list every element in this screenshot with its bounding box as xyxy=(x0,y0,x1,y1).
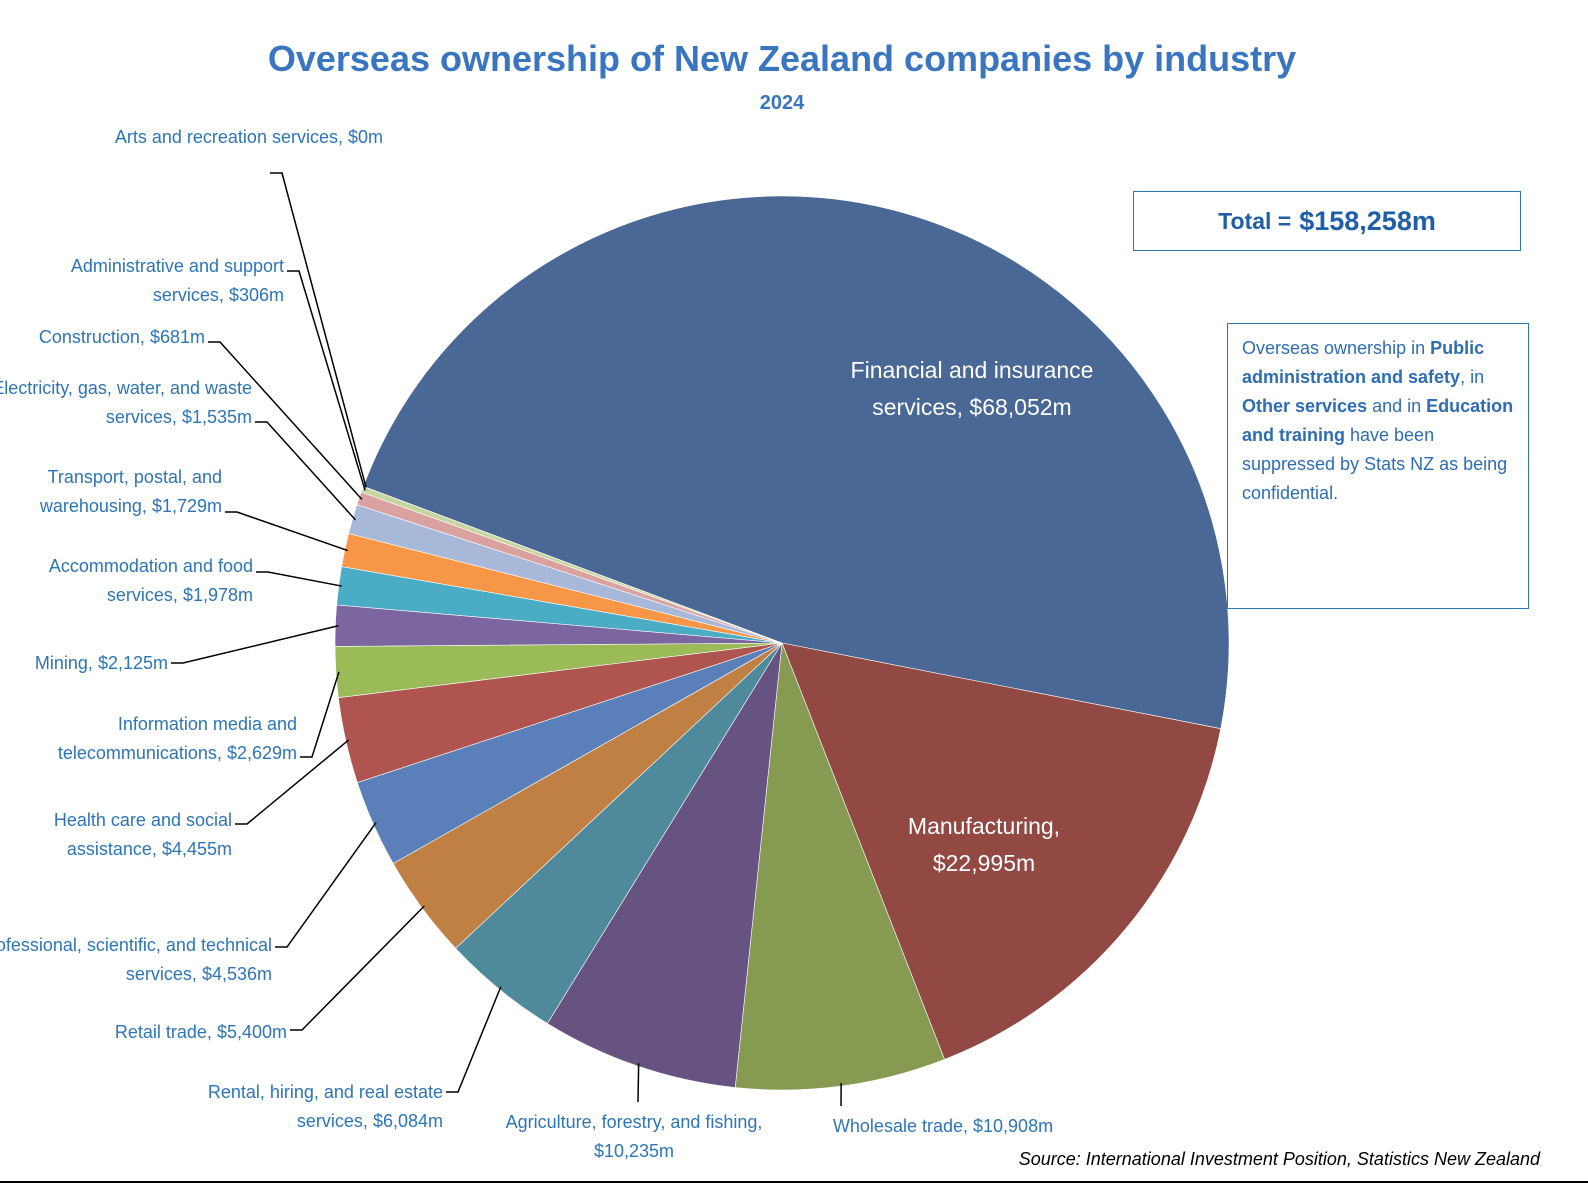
value-label: $5,400m xyxy=(216,1022,287,1042)
leader-line xyxy=(255,421,356,521)
leader-line xyxy=(225,511,348,552)
category-name: Health care and social assistance, xyxy=(53,810,232,859)
value-label: $681m xyxy=(149,327,205,347)
leader-line xyxy=(300,671,340,758)
leader-line xyxy=(256,571,342,587)
leader-line xyxy=(270,172,367,488)
category-name: Construction, xyxy=(38,327,145,347)
slice-label: Retail trade, $5,400m xyxy=(27,1018,287,1047)
category-name: Manufacturing, xyxy=(907,813,1061,839)
slice-label: Information media and telecommunications… xyxy=(0,710,297,768)
category-name: Retail trade, xyxy=(114,1022,212,1042)
note-text: have been suppressed by Stats NZ as bein… xyxy=(1242,425,1508,503)
value-label: $4,536m xyxy=(201,964,272,984)
note-box: Overseas ownership in Public administrat… xyxy=(1227,323,1529,609)
value-label: $306m xyxy=(228,285,284,305)
value-label: $2,629m xyxy=(226,743,297,763)
value-label: $1,978m xyxy=(182,585,253,605)
pie-slice xyxy=(781,642,1222,1060)
value-label: $22,995m xyxy=(932,850,1036,876)
leader-line xyxy=(637,1063,640,1103)
slice-label: Accommodation and food services, $1,978m xyxy=(13,552,253,610)
category-name: Financial and insurance services, xyxy=(850,357,1094,420)
pie-slice xyxy=(546,642,783,1088)
category-name: Professional, scientific, and technical … xyxy=(0,935,272,984)
category-name: Arts and recreation services, xyxy=(114,127,343,147)
value-label: $1,729m xyxy=(151,496,222,516)
leader-line xyxy=(287,270,366,491)
slice-label-inside: Manufacturing, $22,995m xyxy=(884,808,1084,882)
note-text: Overseas ownership in xyxy=(1242,338,1431,358)
category-name: Accommodation and food services, xyxy=(48,556,253,605)
slice-label: Agriculture, forestry, and fishing, $10,… xyxy=(494,1108,774,1166)
slice-label: Mining, $2,125m xyxy=(0,649,168,678)
leader-line xyxy=(275,822,377,948)
category-name: Mining, xyxy=(34,653,93,673)
category-name: Electricity, gas, water, and waste servi… xyxy=(0,378,252,427)
value-label: $10,235m xyxy=(593,1141,675,1161)
value-label: $1,535m xyxy=(181,407,252,427)
leader-line xyxy=(446,986,502,1093)
value-label: $6,084m xyxy=(372,1111,443,1131)
category-name: Transport, postal, and warehousing, xyxy=(39,467,222,516)
value-label: $68,052m xyxy=(969,394,1072,420)
value-label: $2,125m xyxy=(97,653,168,673)
slice-label: Health care and social assistance, $4,45… xyxy=(0,806,232,864)
slice-label: Transport, postal, and warehousing, $1,7… xyxy=(0,463,222,521)
slice-label: Electricity, gas, water, and waste servi… xyxy=(0,374,252,432)
slice-label: Administrative and support services, $30… xyxy=(6,252,284,310)
leader-line xyxy=(290,905,425,1031)
category-name: Information media and telecommunications… xyxy=(57,714,297,763)
chart-title: Overseas ownership of New Zealand compan… xyxy=(267,38,1297,79)
category-name: Administrative and support services, xyxy=(70,256,284,305)
slice-label: Wholesale trade, $10,908m xyxy=(783,1112,1103,1141)
pie-slice xyxy=(362,195,1230,730)
slice-label: Arts and recreation services, $0m xyxy=(101,123,383,152)
note-text: and in xyxy=(1367,396,1427,416)
note-text: Public administration and safety xyxy=(1242,338,1485,387)
slice-label-inside: Financial and insurance services, $68,05… xyxy=(822,352,1122,426)
category-name: Agriculture, forestry, and fishing, xyxy=(505,1112,763,1132)
slice-label: Professional, scientific, and technical … xyxy=(0,931,272,989)
total-label: Total = xyxy=(1218,207,1292,234)
leader-line xyxy=(235,739,350,825)
slice-label: Rental, hiring, and real estate services… xyxy=(198,1078,443,1136)
category-name: Wholesale trade, xyxy=(832,1116,968,1136)
total-box: Total = $158,258m xyxy=(1133,191,1521,251)
value-label: $10,908m xyxy=(973,1116,1054,1136)
chart-subtitle: 2024 xyxy=(759,92,805,114)
value-label: $4,455m xyxy=(161,839,232,859)
total-value: $158,258m xyxy=(1299,205,1436,236)
note-text: , in xyxy=(1460,367,1485,387)
slice-label: Construction, $681m xyxy=(0,323,205,352)
value-label: $0m xyxy=(347,127,383,147)
category-name: Rental, hiring, and real estate services… xyxy=(207,1082,443,1131)
leader-line xyxy=(208,341,363,500)
leader-line xyxy=(171,625,339,664)
note-text: Other services xyxy=(1242,396,1368,416)
source: Source: International Investment Positio… xyxy=(1018,1149,1540,1169)
note-text: Education and training xyxy=(1242,396,1514,445)
